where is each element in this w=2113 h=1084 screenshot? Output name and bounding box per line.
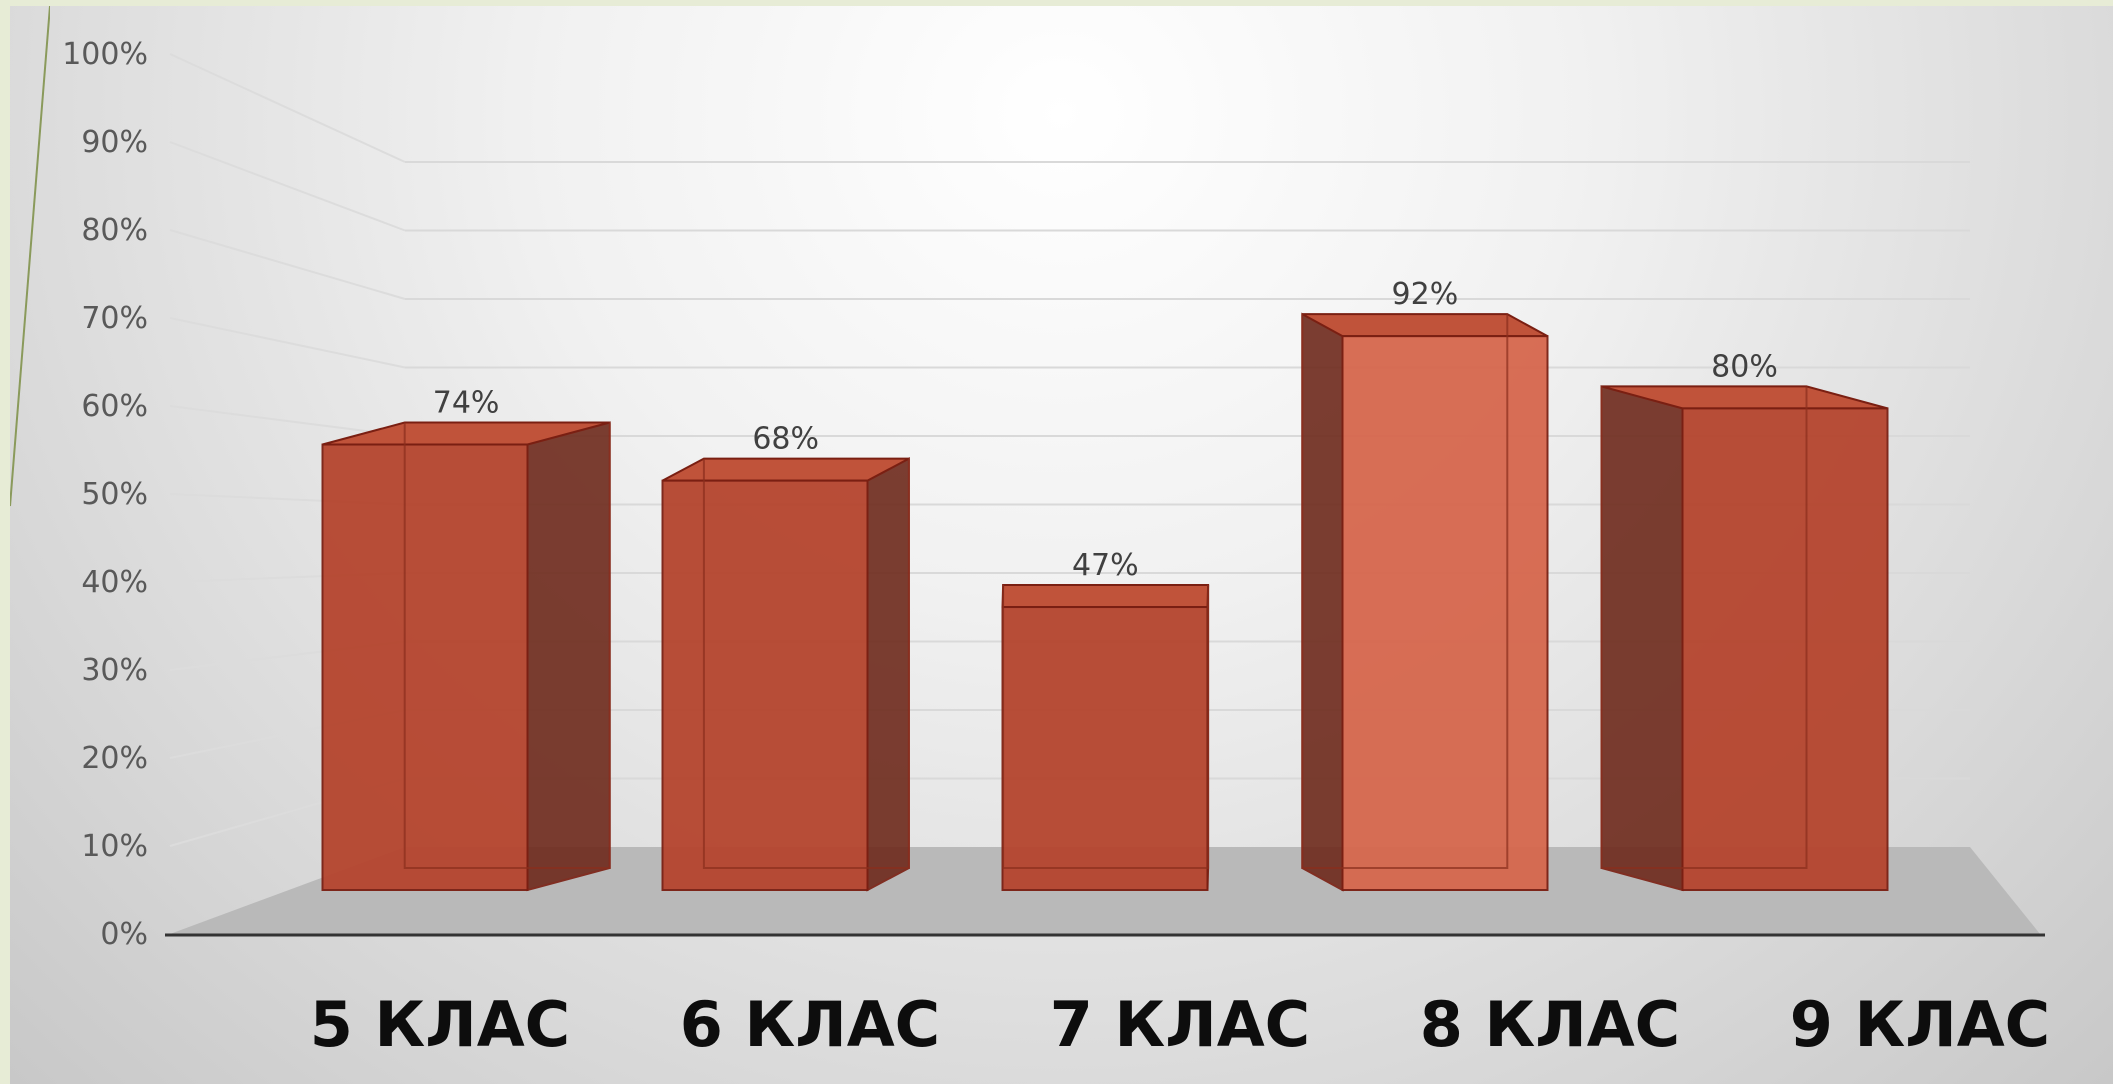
chart-background: 0% 10% 20% 30% 40% 50% 60% 70% 80% 90% 100% 74% 68%… — [10, 6, 2113, 1084]
bar-inner-edge — [1301, 314, 1509, 869]
side-gridline — [169, 317, 406, 369]
side-gridline — [169, 141, 406, 232]
data-label: 68% — [752, 422, 819, 457]
y-tick-label: 10% — [81, 829, 148, 864]
slide-decoration-line — [10, 6, 50, 507]
category-label: 8 КЛАС — [1420, 988, 1680, 1061]
y-axis-ticks: 0% 10% 20% 30% 40% 50% 60% 70% 80% 90% 100% — [62, 37, 148, 952]
data-label: 92% — [1392, 277, 1459, 312]
y-tick-label: 80% — [81, 213, 148, 248]
bar-inner-edge — [1002, 585, 1210, 869]
y-tick-label: 100% — [62, 37, 148, 72]
category-label: 6 КЛАС — [680, 988, 940, 1061]
side-gridline — [169, 405, 406, 437]
y-tick-label: 60% — [81, 389, 148, 424]
category-label: 5 КЛАС — [310, 988, 570, 1061]
data-labels: 74% 68% 47% 92% 80% — [433, 277, 1778, 583]
bar-inner-edge — [403, 422, 611, 869]
data-label: 74% — [433, 386, 500, 421]
side-gridline — [169, 53, 406, 163]
category-label: 9 КЛАС — [1790, 988, 2050, 1061]
y-tick-label: 50% — [81, 477, 148, 512]
bar — [1001, 606, 1209, 891]
bar-top-face — [1001, 584, 1210, 609]
y-tick-label: 90% — [81, 125, 148, 160]
bar-side-face — [1301, 312, 1344, 892]
data-label: 80% — [1711, 349, 1778, 384]
category-label: 7 КЛАС — [1050, 988, 1310, 1061]
side-wall-gridlines — [169, 53, 406, 847]
bar-chart: 0% 10% 20% 30% 40% 50% 60% 70% 80% 90% 100% 74% 68%… — [62, 37, 2050, 1061]
bar-side-face — [526, 421, 611, 892]
bar — [661, 479, 869, 891]
bar — [1341, 335, 1549, 892]
bar — [321, 443, 529, 891]
bar-top-face — [1301, 313, 1548, 338]
side-gridline — [169, 229, 406, 300]
bar-inner-edge — [1600, 386, 1808, 869]
bar-side-face — [866, 456, 910, 892]
bars — [321, 312, 1889, 892]
bar-inner-edge — [702, 458, 910, 869]
bar — [1681, 407, 1889, 891]
data-label: 47% — [1072, 548, 1139, 583]
y-tick-label: 40% — [81, 565, 148, 600]
y-tick-label: 20% — [81, 741, 148, 776]
category-labels: 5 КЛАС 6 КЛАС 7 КЛАС 8 КЛАС 9 КЛАС — [310, 988, 2050, 1061]
y-tick-label: 0% — [100, 917, 148, 952]
bar-side-face — [1600, 385, 1684, 892]
y-tick-label: 70% — [81, 301, 148, 336]
bar-top-face — [662, 457, 910, 482]
y-tick-label: 30% — [81, 653, 148, 688]
